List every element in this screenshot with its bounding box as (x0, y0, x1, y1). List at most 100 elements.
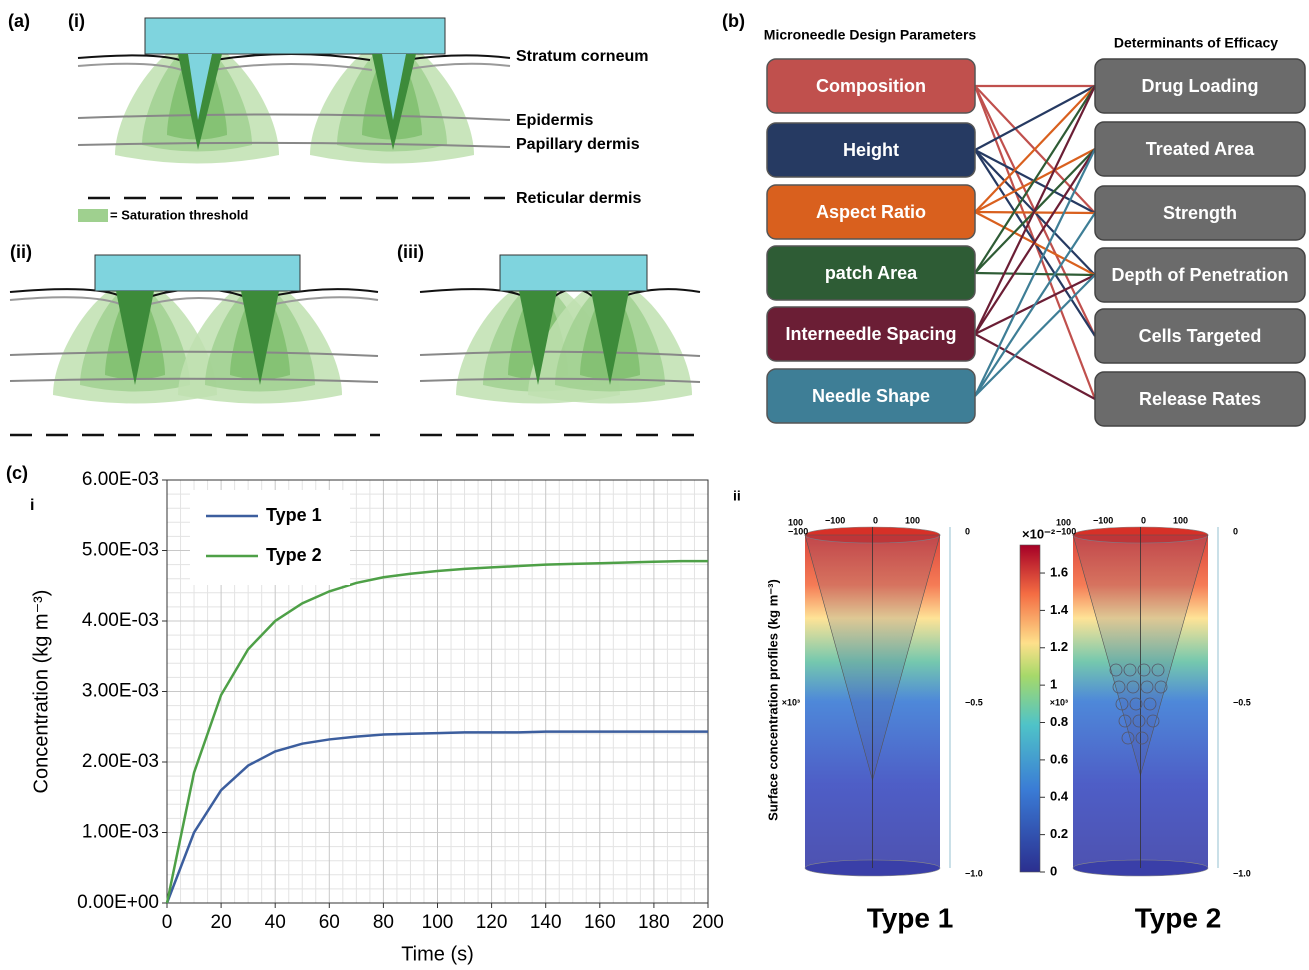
x-tick-label: 200 (692, 912, 724, 933)
x-tick-label: 60 (319, 912, 340, 933)
x-tick-label: 120 (476, 912, 508, 933)
model-tick: −0.5 (965, 697, 983, 707)
particle (1109, 663, 1123, 677)
colorbar-label: ×10⁻² (1022, 526, 1056, 541)
colorbar-tick-label: 1.2 (1050, 639, 1068, 654)
parameter-box (766, 368, 976, 424)
x-tick-label: 140 (530, 912, 562, 933)
parameter-box (766, 245, 976, 301)
panel-label: (c) (6, 463, 28, 483)
panel-label: (b) (722, 11, 745, 31)
model-tick: 0 (965, 526, 970, 536)
model-tick: 0 (873, 515, 878, 525)
series-line (165, 730, 708, 904)
needle-core (382, 54, 406, 120)
link (974, 212, 1096, 397)
x-tick-label: 0 (162, 912, 173, 933)
layer-line (77, 113, 511, 148)
colorbar (1019, 544, 1041, 873)
y-tick-label: 1.00E-03 (82, 822, 159, 843)
patch (144, 17, 446, 55)
parameter-label: Interneedle Spacing (785, 324, 956, 344)
y-tick-label: 3.00E-03 (82, 681, 159, 702)
legend-label: Type 2 (266, 545, 322, 565)
layer-label: Stratum corneum (516, 48, 648, 65)
determinant-box (1094, 247, 1306, 303)
particle (1132, 714, 1146, 728)
particle (1137, 663, 1151, 677)
colorbar-tick-label: 0.2 (1050, 826, 1068, 841)
sub-label: ii (733, 488, 741, 504)
parameter-box (766, 306, 976, 362)
determinant-label: Depth of Penetration (1111, 265, 1288, 285)
model-tick: −100 (1056, 526, 1076, 536)
determinant-label: Strength (1163, 203, 1237, 223)
x-tick-label: 160 (584, 912, 616, 933)
layer-label: Reticular dermis (516, 190, 641, 207)
colorbar-tick-label: 0 (1050, 863, 1057, 878)
link (974, 333, 1096, 400)
colorbar-tick-label: 0.6 (1050, 751, 1068, 766)
determinant-box (1094, 121, 1306, 177)
patch (499, 254, 648, 292)
skin-surface (77, 53, 511, 61)
sub-label: i (30, 497, 34, 514)
column-title: Microneedle Design Parameters (764, 27, 977, 43)
legend-swatch (78, 209, 108, 222)
column-title: Determinants of Efficacy (1114, 35, 1278, 51)
profile-axis-label: Surface concentration profiles (kg m⁻³) (765, 579, 780, 821)
particle (1151, 663, 1165, 677)
colorbar-tick-label: 0.4 (1050, 789, 1069, 804)
legend-label: Type 1 (266, 505, 322, 525)
colorbar-tick-label: 0.8 (1050, 714, 1068, 729)
skin-surface (9, 296, 379, 305)
layer-label: Papillary dermis (516, 136, 640, 153)
panel-label: (a) (8, 11, 30, 31)
model-tick: 0 (1233, 526, 1238, 536)
panel-a: (a) (i) Stratum corneum Epidermis Papill… (8, 11, 701, 437)
colorbar-tick-label: 1.6 (1050, 564, 1068, 579)
parameter-box (766, 122, 976, 178)
determinant-label: Cells Targeted (1139, 326, 1262, 346)
link (974, 85, 1096, 151)
particle (1118, 714, 1132, 728)
patch (94, 254, 301, 292)
x-tick-label: 40 (265, 912, 286, 933)
parameter-box (766, 184, 976, 240)
y-tick-label: 4.00E-03 (82, 610, 159, 631)
model-scale: ×10³ (1050, 697, 1068, 707)
y-tick-label: 2.00E-03 (82, 751, 159, 772)
parameter-label: Needle Shape (812, 386, 930, 406)
determinant-box (1094, 371, 1306, 427)
particle (1146, 714, 1160, 728)
model-tick: −100 (788, 526, 808, 536)
determinant-label: Treated Area (1146, 139, 1255, 159)
link (974, 148, 1096, 397)
particle (1154, 680, 1168, 694)
colorbar-tick-label: 1 (1050, 677, 1057, 692)
particle (1126, 680, 1140, 694)
needle (591, 291, 629, 385)
parameter-box (766, 58, 976, 114)
model-tick: 0 (1141, 515, 1146, 525)
particle (1143, 697, 1157, 711)
link (974, 148, 1096, 335)
model-tick: −100 (1093, 515, 1113, 525)
determinant-box (1094, 308, 1306, 364)
particle (1129, 697, 1143, 711)
parameter-label: Aspect Ratio (816, 202, 926, 222)
particle (1115, 697, 1129, 711)
layer-label: Epidermis (516, 112, 593, 129)
particle (1112, 680, 1126, 694)
sub-label: (i) (68, 11, 85, 31)
link (974, 274, 1096, 397)
link (974, 85, 1096, 335)
model-tick: −1.0 (1233, 868, 1251, 878)
model-tick: −100 (825, 515, 845, 525)
legend-box (190, 490, 350, 585)
sub-label: (ii) (10, 242, 32, 262)
x-tick-label: 100 (422, 912, 454, 933)
particle (1123, 663, 1137, 677)
link (974, 85, 1096, 213)
layer-line (419, 350, 701, 383)
